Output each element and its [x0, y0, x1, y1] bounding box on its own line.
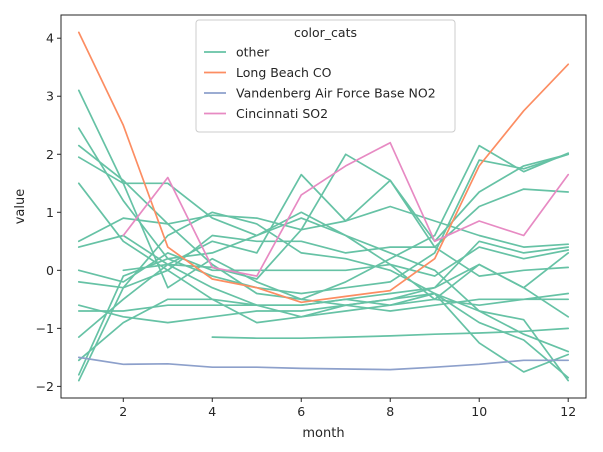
x-tick-label: 12	[560, 404, 576, 419]
x-axis: 2 4 6 8 10 12	[119, 398, 576, 419]
series-line-other-10	[77, 263, 570, 379]
y-tick-label: 0	[46, 263, 54, 278]
y-tick-label: 1	[46, 205, 54, 220]
legend-box	[195, 19, 456, 133]
y-axis-title: value	[13, 189, 28, 225]
legend-label-vandenberg-air-force-base-no2: Vandenberg Air Force Base NO2	[236, 86, 436, 101]
series-line-vandenberg-air-force-base-no2-18	[77, 356, 570, 371]
series-line-cincinnati-so2-19	[122, 141, 570, 277]
y-tick-label: −1	[36, 321, 54, 336]
series-line-other-2	[77, 144, 570, 301]
y-tick-label: 3	[46, 89, 54, 104]
plot-frame	[60, 14, 587, 399]
legend-label-cincinnati-so2: Cincinnati SO2	[236, 106, 328, 121]
series-line-other-8	[77, 292, 570, 324]
series-line-long-beach-co-17	[77, 31, 570, 304]
x-axis-title: month	[302, 426, 344, 441]
y-tick-label: −2	[36, 379, 54, 394]
series-line-other-12	[77, 211, 570, 382]
x-tick-label: 10	[471, 404, 487, 419]
legend-label-other: other	[236, 45, 270, 60]
x-tick-label: 2	[119, 404, 127, 419]
legend-title: color_cats	[294, 25, 357, 40]
x-tick-label: 4	[208, 404, 216, 419]
series-line-other-14	[77, 156, 570, 318]
legend-label-long-beach-co: Long Beach CO	[236, 65, 332, 80]
y-tick-label: 4	[46, 31, 54, 46]
legend: color_cats other Long Beach CO Vandenberg …	[195, 19, 456, 133]
series-line-other-16	[211, 327, 570, 340]
series-line-other-4	[77, 205, 570, 248]
y-tick-label: 2	[46, 147, 54, 162]
series-line-other-13	[77, 217, 570, 376]
series-line-other-9	[77, 298, 570, 312]
x-tick-label: 6	[297, 404, 305, 419]
series-line-other-6	[77, 246, 570, 283]
x-tick-label: 8	[386, 404, 394, 419]
plot-lines	[77, 31, 570, 382]
legend-entries: other Long Beach CO Vandenberg Air Force B…	[204, 45, 436, 121]
series-line-other-7	[77, 234, 570, 289]
series-line-other-11	[77, 292, 570, 373]
series-line-other-15	[122, 153, 570, 280]
y-axis: −2 −1 0 1 2 3 4	[36, 31, 61, 394]
series-line-other-5	[77, 153, 570, 266]
